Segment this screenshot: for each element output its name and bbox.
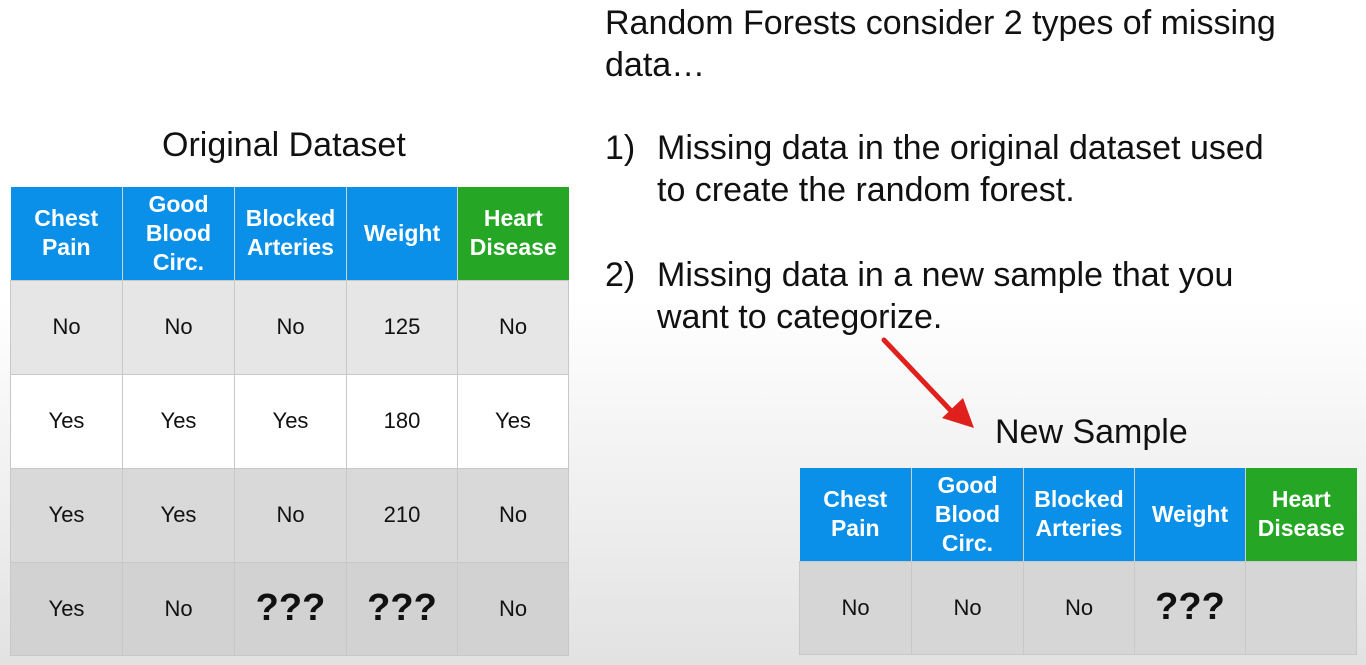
header-heart-disease: Heart Disease	[1245, 468, 1357, 561]
header-good-blood-circ: Good Blood Circ.	[911, 468, 1024, 561]
cell: No	[122, 279, 235, 375]
header-chest-pain: Chest Pain	[10, 187, 123, 280]
point-2-number: 2)	[605, 256, 636, 294]
cell: 180	[346, 373, 458, 469]
cell: Yes	[457, 373, 569, 469]
table-row: Yes No ??? ??? No	[10, 561, 569, 656]
original-dataset-table: Chest Pain Good Blood Circ. Blocked Arte…	[10, 187, 569, 656]
new-sample-caption: New Sample	[995, 413, 1188, 451]
table-row: Yes Yes No 210 No	[10, 467, 569, 563]
cell: No	[122, 561, 235, 656]
missing-value-cell: ???	[346, 561, 458, 656]
point-2-text: Missing data in a new sample that you wa…	[657, 256, 1234, 336]
header-weight: Weight	[1134, 468, 1246, 561]
cell: No	[1023, 560, 1135, 655]
header-blocked-arteries: Blocked Arteries	[1023, 468, 1135, 561]
table-row: No No No ???	[799, 560, 1357, 655]
cell: Yes	[10, 467, 123, 563]
cell: No	[457, 561, 569, 656]
table-row: No No No 125 No	[10, 279, 569, 375]
original-dataset-caption: Original Dataset	[162, 126, 406, 164]
header-good-blood-circ: Good Blood Circ.	[122, 187, 235, 280]
empty-cell	[1245, 560, 1357, 655]
cell: No	[10, 279, 123, 375]
header-heart-disease: Heart Disease	[457, 187, 569, 280]
cell: No	[457, 279, 569, 375]
missing-value-cell: ???	[1134, 560, 1246, 655]
point-1-text: Missing data in the original dataset use…	[657, 129, 1264, 209]
cell: 125	[346, 279, 458, 375]
cell: No	[234, 467, 347, 563]
cell: No	[234, 279, 347, 375]
new-sample-table: Chest Pain Good Blood Circ. Blocked Arte…	[799, 468, 1357, 655]
red-arrow-icon	[881, 337, 974, 428]
cell: No	[799, 560, 912, 655]
table-header-row: Chest Pain Good Blood Circ. Blocked Arte…	[10, 187, 569, 280]
cell: Yes	[122, 373, 235, 469]
cell: Yes	[10, 561, 123, 656]
cell: Yes	[234, 373, 347, 469]
cell: 210	[346, 467, 458, 563]
cell: No	[457, 467, 569, 563]
cell: No	[911, 560, 1024, 655]
table-header-row: Chest Pain Good Blood Circ. Blocked Arte…	[799, 468, 1357, 561]
header-chest-pain: Chest Pain	[799, 468, 912, 561]
intro-text: Random Forests consider 2 types of missi…	[605, 4, 1276, 84]
cell: Yes	[10, 373, 123, 469]
header-weight: Weight	[346, 187, 458, 280]
cell: Yes	[122, 467, 235, 563]
point-1-number: 1)	[605, 129, 636, 167]
header-blocked-arteries: Blocked Arteries	[234, 187, 347, 280]
missing-value-cell: ???	[234, 561, 347, 656]
table-row: Yes Yes Yes 180 Yes	[10, 373, 569, 469]
